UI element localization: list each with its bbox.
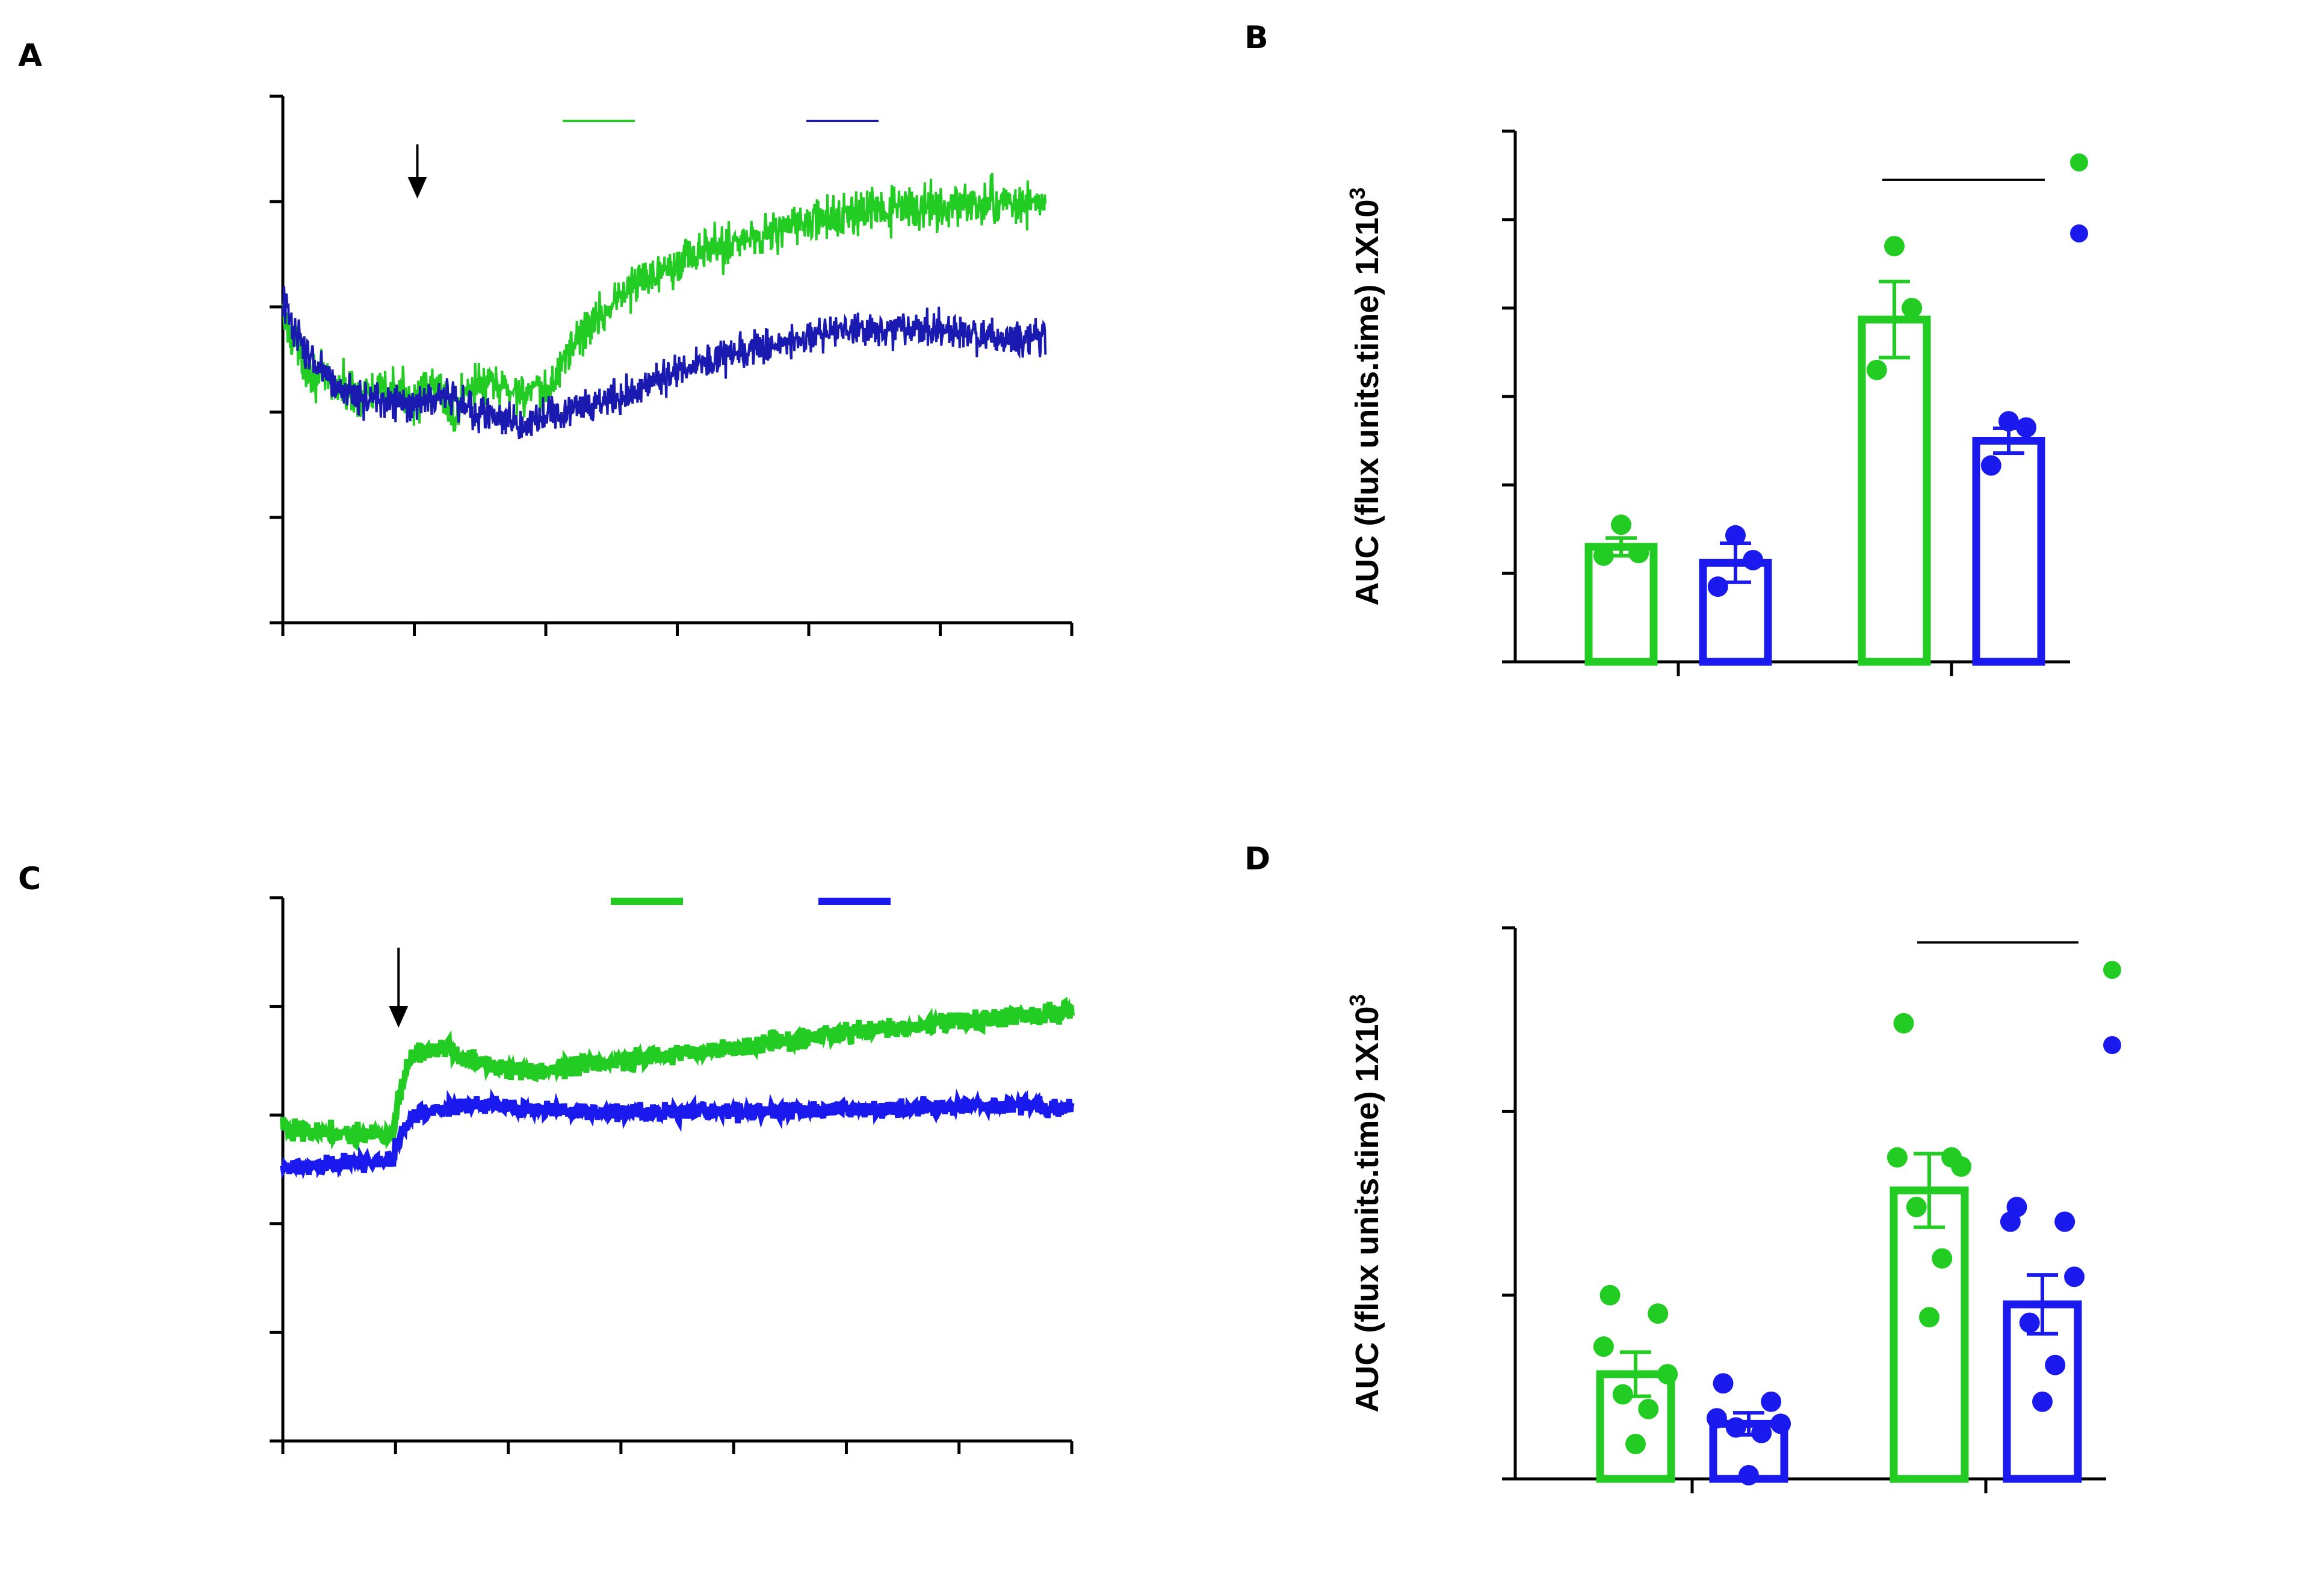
data-point-vehicle [1625, 1433, 1646, 1454]
legend-marker-a967079 [2070, 224, 2088, 242]
data-point-amtb [2054, 1211, 2075, 1232]
y-axis-title-superscript: 3 [1345, 187, 1370, 199]
data-point-vehicle [1884, 236, 1905, 257]
data-point-a967079 [1743, 549, 1764, 570]
data-point-amtb [1713, 1373, 1734, 1394]
data-point-amtb [1761, 1391, 1782, 1412]
data-point-vehicle [1638, 1398, 1659, 1419]
data-point-vehicle [1887, 1147, 1908, 1168]
data-point-amtb [1738, 1464, 1759, 1486]
data-point-vehicle [1612, 1384, 1633, 1405]
panel-letter-a: A [18, 38, 42, 74]
data-point-a967079 [1998, 411, 2019, 432]
legend-marker-vehicle [2070, 153, 2088, 171]
series-line-vehicle [280, 996, 1075, 1152]
data-point-vehicle [1902, 298, 1923, 318]
data-point-vehicle [1648, 1303, 1669, 1324]
data-point-a967079 [1980, 455, 2001, 476]
data-point-amtb [1770, 1413, 1791, 1434]
legend-marker-amtb [2103, 1036, 2121, 1054]
data-point-amtb [2045, 1354, 2066, 1375]
panel-d-bar-chart: AUC (flux units.time) 1X103 [1345, 926, 2121, 1493]
data-point-vehicle [1657, 1363, 1678, 1384]
data-point-amtb [2032, 1391, 2053, 1412]
data-point-vehicle [1611, 514, 1631, 535]
data-point-vehicle [1932, 1248, 1953, 1269]
data-point-amtb [2064, 1267, 2085, 1288]
series-line-amtb [280, 1088, 1075, 1180]
data-point-amtb [1706, 1408, 1727, 1429]
panel-a-line-chart [270, 94, 1074, 636]
data-point-a967079 [1707, 576, 1728, 597]
data-point-a967079 [2016, 417, 2037, 438]
panel-letter-c: C [18, 861, 41, 897]
y-axis-title: AUC (flux units.time) 1X103 [1345, 187, 1385, 605]
bar-vehicle-ipsi [1890, 1186, 1969, 1483]
panel-letter-b: B [1244, 20, 1269, 56]
data-point-vehicle [1893, 1013, 1914, 1034]
y-axis-title: AUC (flux units.time) 1X103 [1345, 994, 1385, 1412]
series-line-a967079 [282, 286, 1047, 440]
data-point-amtb [2019, 1312, 2040, 1333]
data-point-vehicle [1593, 545, 1614, 566]
data-point-vehicle [1599, 1285, 1621, 1306]
y-axis-title-text: AUC (flux units.time) 1X10 [1349, 1006, 1385, 1412]
data-point-vehicle [1919, 1307, 1939, 1328]
stimulus-arrow-head [407, 177, 427, 199]
panel-letter-d: D [1244, 841, 1270, 877]
stimulus-arrow-head [389, 1006, 409, 1028]
panel-b-bar-chart: AUC (flux units.time) 1X103 [1345, 129, 2088, 676]
data-point-vehicle [1593, 1336, 1614, 1357]
data-point-a967079 [1725, 525, 1746, 546]
data-point-vehicle [1628, 543, 1649, 564]
data-point-vehicle [1951, 1156, 1972, 1177]
y-axis-title-superscript: 3 [1345, 994, 1370, 1006]
data-point-vehicle [1906, 1197, 1927, 1218]
data-point-vehicle [1866, 359, 1887, 380]
panel-c-line-chart [270, 896, 1075, 1454]
data-point-amtb [1725, 1417, 1746, 1438]
y-axis-title-text: AUC (flux units.time) 1X10 [1349, 199, 1385, 605]
data-point-amtb [1751, 1422, 1772, 1443]
data-point-amtb [2000, 1211, 2021, 1232]
legend-marker-vehicle [2103, 961, 2121, 979]
